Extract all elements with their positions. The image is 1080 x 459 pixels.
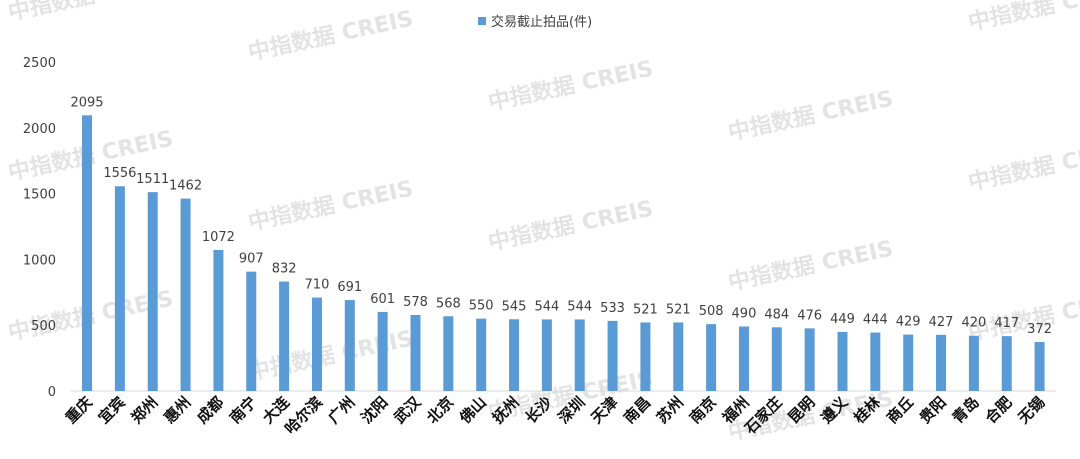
data-label: 907	[239, 252, 264, 267]
data-label: 1511	[136, 172, 169, 187]
watermark: 中指数据 CREIS	[246, 6, 416, 66]
x-tick-label: 无锡	[1014, 393, 1049, 428]
watermark: 中指数据 CREIS	[726, 236, 896, 296]
x-tick-label: 沈阳	[358, 393, 392, 427]
x-tick-label: 宜宾	[95, 393, 129, 427]
data-label: 449	[830, 312, 855, 327]
bar	[82, 115, 93, 391]
bar	[673, 322, 684, 391]
bar	[574, 319, 585, 391]
bar	[377, 311, 388, 391]
y-tick-label: 0	[48, 385, 56, 400]
x-tick-label: 郑州	[128, 393, 162, 427]
x-tick-label: 北京	[423, 393, 457, 427]
x-tick-label: 佛山	[455, 393, 490, 428]
bar	[311, 297, 322, 391]
data-label: 372	[1027, 322, 1052, 337]
x-tick-label: 南昌	[620, 393, 654, 427]
data-label: 484	[764, 307, 789, 322]
x-tick-label: 广州	[325, 393, 359, 427]
bar	[180, 198, 191, 391]
bar	[706, 324, 717, 391]
data-label: 429	[896, 315, 921, 330]
data-label: 2095	[70, 95, 103, 110]
y-tick-label: 2500	[23, 56, 56, 71]
y-tick-label: 1000	[23, 253, 56, 268]
data-label: 444	[863, 313, 888, 328]
bar	[837, 331, 848, 391]
bar	[1001, 336, 1012, 391]
bar	[344, 300, 355, 391]
bar	[968, 335, 979, 391]
bar	[936, 334, 947, 391]
data-label: 832	[272, 262, 297, 277]
watermark: 中指数据 CREIS	[726, 86, 896, 146]
bar	[903, 334, 914, 391]
watermark: 中指数据 CREIS	[486, 56, 656, 116]
bar	[640, 322, 651, 391]
watermark: 中指数据 CREIS	[246, 326, 416, 386]
legend-label: 交易截止拍品(件)	[491, 14, 592, 30]
data-label: 691	[337, 280, 362, 295]
data-label: 550	[469, 299, 494, 314]
x-tick-label: 合肥	[981, 393, 1016, 428]
data-label: 544	[567, 299, 592, 314]
bar	[410, 314, 421, 391]
y-tick-label: 1500	[23, 188, 56, 203]
data-label: 420	[961, 316, 986, 331]
bar	[1034, 342, 1045, 391]
x-tick-label: 青岛	[949, 393, 983, 427]
data-label: 601	[370, 292, 395, 307]
data-label: 521	[666, 302, 691, 317]
y-tick-label: 500	[31, 319, 56, 334]
data-label: 544	[534, 299, 559, 314]
x-tick-label: 惠州	[160, 393, 194, 427]
data-label: 417	[994, 316, 1019, 331]
x-tick-label: 成都	[193, 393, 227, 427]
bar	[870, 332, 881, 391]
x-tick-label: 重庆	[62, 393, 96, 427]
bar	[246, 271, 257, 391]
data-label: 1072	[202, 230, 235, 245]
bar	[607, 320, 618, 391]
bar	[804, 328, 815, 391]
watermark: 中指数据 CREIS	[6, 0, 176, 26]
y-tick-label: 2000	[23, 122, 56, 137]
data-label: 427	[929, 315, 954, 330]
bar	[147, 192, 158, 391]
data-label: 545	[502, 299, 527, 314]
watermark: 中指数据 CREIS	[486, 196, 656, 256]
bar	[279, 281, 290, 391]
data-label: 476	[797, 308, 822, 323]
bar	[738, 326, 749, 391]
x-tick-label: 南宁	[226, 393, 260, 427]
bar	[541, 319, 552, 391]
bar	[771, 327, 782, 391]
data-label: 1462	[169, 179, 202, 194]
data-label: 508	[699, 304, 724, 319]
watermark: 中指数据 CREIS	[246, 176, 416, 236]
bar	[443, 316, 454, 391]
x-tick-label: 哈尔滨	[281, 393, 326, 438]
x-tick-label: 南京	[686, 393, 720, 427]
data-label: 578	[403, 295, 428, 310]
data-label: 490	[732, 307, 757, 322]
bar	[509, 319, 520, 391]
bar	[213, 249, 224, 391]
x-tick-label: 武汉	[390, 392, 425, 427]
x-tick-label: 贵阳	[916, 393, 950, 427]
legend-swatch	[478, 17, 486, 25]
watermark: 中指数据 CREIS	[966, 0, 1080, 36]
x-tick-label: 苏州	[653, 393, 687, 427]
data-label: 568	[436, 296, 461, 311]
watermark: 中指数据 CREIS	[966, 136, 1080, 196]
bar	[476, 318, 487, 391]
data-label: 521	[633, 302, 658, 317]
data-label: 533	[600, 301, 625, 316]
data-label: 1556	[103, 166, 136, 181]
data-label: 710	[305, 278, 330, 293]
bar	[114, 186, 125, 391]
